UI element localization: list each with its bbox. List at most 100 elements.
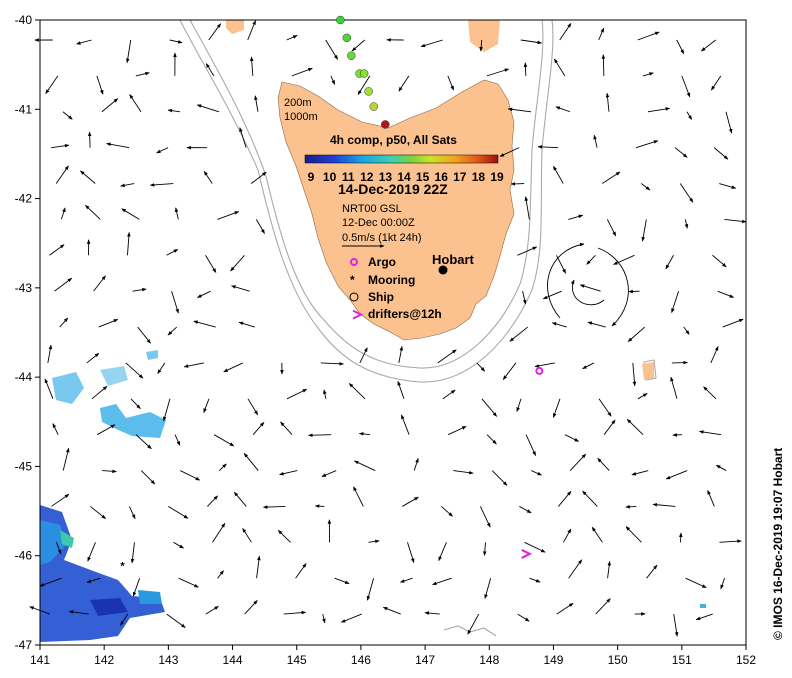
- lat-tick-label: -47: [15, 638, 33, 652]
- current-arrow: [217, 570, 224, 579]
- current-arrow: [555, 106, 571, 113]
- lon-tick-label: 146: [351, 653, 371, 667]
- current-arrow: [140, 470, 156, 485]
- ship-position: [369, 102, 378, 111]
- current-arrow: [321, 470, 337, 478]
- lat-tick-label: -42: [15, 192, 33, 206]
- current-arrow: [520, 39, 543, 45]
- current-arrow: [632, 362, 637, 387]
- current-arrow: [552, 398, 561, 418]
- current-arrow: [725, 111, 733, 134]
- current-arrow: [713, 147, 729, 160]
- current-arrow: [712, 254, 727, 268]
- current-arrow: [254, 95, 259, 112]
- current-arrow: [217, 211, 240, 220]
- hobart-dot: [438, 265, 448, 275]
- current-arrow: [244, 600, 258, 615]
- current-arrow: [524, 541, 546, 553]
- current-arrow: [212, 522, 226, 543]
- current-arrow: [537, 145, 559, 149]
- eddy-circulation: [547, 242, 629, 327]
- current-arrow: [62, 111, 73, 120]
- current-arrow: [569, 453, 587, 471]
- current-source: NRT00 GSL: [342, 203, 402, 215]
- current-arrow: [256, 555, 261, 579]
- tasmania: [226, 20, 654, 380]
- current-arrow: [613, 254, 635, 265]
- current-arrow: [679, 183, 694, 203]
- current-arrow: [368, 539, 380, 544]
- colorbar-tick-label: 12: [360, 170, 374, 184]
- current-arrow: [55, 165, 69, 184]
- current-arrow: [568, 214, 584, 220]
- current-arrow: [125, 362, 144, 379]
- current-arrow: [167, 108, 181, 113]
- ship-legend-label: Ship: [368, 290, 394, 304]
- current-arrow: [68, 610, 89, 615]
- current-arrow: [280, 421, 293, 435]
- current-arrow: [625, 526, 642, 543]
- current-arrow: [163, 398, 171, 422]
- current-arrow: [586, 254, 596, 265]
- current-arrow: [402, 496, 419, 507]
- current-arrow: [398, 75, 410, 92]
- sst-colorbar: [304, 154, 499, 164]
- current-arrow: [724, 218, 747, 224]
- colorbar-tick-label: 11: [342, 170, 355, 184]
- current-arrow: [699, 430, 722, 436]
- lon-tick-label: 144: [223, 653, 243, 667]
- current-arrow: [591, 526, 603, 543]
- current-arrow: [717, 290, 735, 298]
- current-arrow: [559, 23, 572, 41]
- current-arrow: [665, 255, 674, 270]
- current-arrow: [635, 140, 659, 149]
- current-arrow: [174, 434, 181, 446]
- current-arrow: [286, 35, 298, 41]
- current-arrow: [308, 433, 332, 438]
- lat-tick-label: -41: [15, 102, 33, 116]
- current-arrow: [250, 171, 267, 184]
- current-arrow: [647, 107, 671, 113]
- drifter-arrow: [521, 549, 533, 559]
- current-arrow: [49, 244, 65, 256]
- argo-floats: [535, 366, 544, 375]
- current-arrow: [467, 613, 480, 635]
- current-arrow: [295, 563, 307, 579]
- current-arrow: [207, 495, 218, 507]
- ship-position: [364, 87, 373, 96]
- argo-legend-label: Argo: [368, 255, 396, 269]
- colorbar-tick-label: 9: [308, 170, 315, 184]
- current-arrow: [366, 578, 375, 601]
- current-arrow: [91, 385, 108, 400]
- current-arrow: [517, 613, 530, 622]
- current-arrow: [135, 434, 152, 450]
- current-arrow: [582, 490, 598, 507]
- mooring-marker: *: [120, 561, 125, 573]
- current-arrow: [47, 344, 53, 363]
- scale-label: 0.5m/s (1kt 24h): [342, 232, 421, 244]
- current-arrow: [432, 577, 452, 585]
- current-arrow: [286, 388, 308, 400]
- current-arrow: [223, 362, 244, 373]
- current-arrow: [601, 54, 606, 76]
- current-arrow: [247, 20, 256, 41]
- current-arrow: [673, 614, 679, 637]
- current-arrow: [626, 418, 644, 436]
- isobath-1000-label: 1000m: [284, 111, 318, 123]
- current-arrow: [252, 421, 265, 435]
- current-arrow: [631, 470, 649, 476]
- current-arrow: [98, 318, 119, 328]
- current-arrow: [127, 231, 131, 256]
- current-arrow: [231, 285, 250, 292]
- current-arrow: [587, 321, 606, 328]
- current-arrow: [529, 577, 541, 583]
- current-arrow: [670, 376, 678, 399]
- current-arrow: [558, 490, 572, 507]
- lon-tick-label: 142: [94, 653, 114, 667]
- current-arrow: [174, 207, 179, 220]
- current-arrow: [400, 577, 413, 583]
- current-arrow: [482, 542, 487, 556]
- current-arrow: [238, 321, 255, 328]
- drifter-arrow: [352, 309, 364, 320]
